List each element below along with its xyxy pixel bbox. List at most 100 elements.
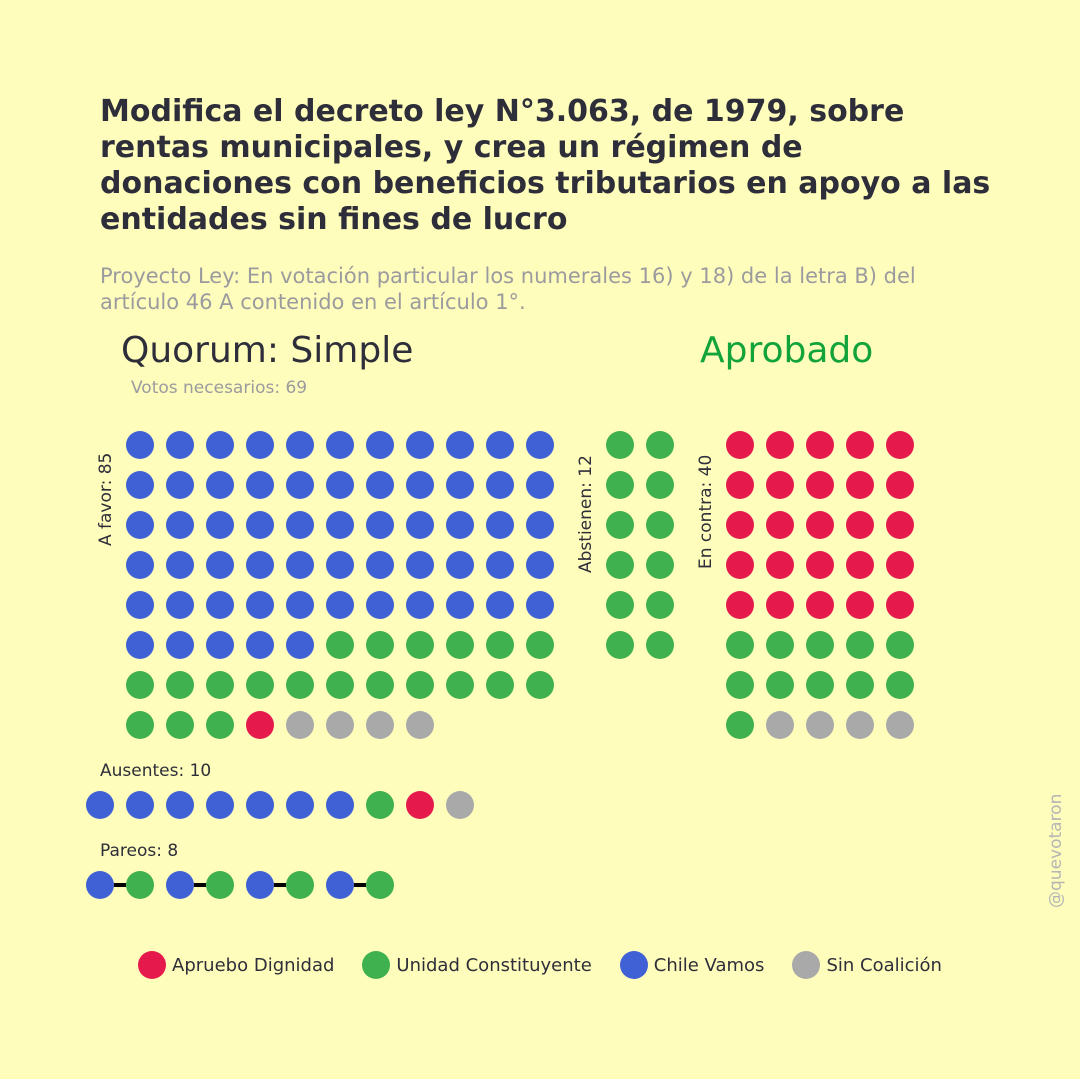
vote-dot-abstienen-unidad-constituyente [606, 511, 634, 539]
legend-item-sin-coalicion: Sin Coalición [792, 951, 942, 979]
vote-dot-en-contra-unidad-constituyente [846, 631, 874, 659]
vote-dot-ausentes-chile-vamos [286, 791, 314, 819]
legend-label: Apruebo Dignidad [172, 954, 335, 976]
vote-dot-pareo-unidad-constituyente [126, 871, 154, 899]
vote-dot-a-favor-chile-vamos [166, 591, 194, 619]
chart-subtitle: Proyecto Ley: En votación particular los… [100, 264, 916, 314]
vote-dot-a-favor-chile-vamos [406, 591, 434, 619]
vote-dot-a-favor-chile-vamos [166, 471, 194, 499]
vote-dot-a-favor-chile-vamos [526, 431, 554, 459]
vote-dot-en-contra-unidad-constituyente [886, 631, 914, 659]
vote-dot-abstienen-unidad-constituyente [606, 551, 634, 579]
pair-connector [274, 883, 286, 887]
vote-dot-a-favor-chile-vamos [406, 551, 434, 579]
vote-dot-en-contra-apruebo-dignidad [726, 431, 754, 459]
en-contra-label: En contra: 40 [696, 454, 716, 569]
vote-dot-abstienen-unidad-constituyente [646, 431, 674, 459]
legend-item-apruebo-dignidad: Apruebo Dignidad [138, 951, 334, 979]
vote-dot-en-contra-apruebo-dignidad [846, 431, 874, 459]
vote-dot-a-favor-chile-vamos [526, 551, 554, 579]
vote-dot-a-favor-sin-coalicion [326, 711, 354, 739]
vote-dot-en-contra-apruebo-dignidad [806, 431, 834, 459]
legend-item-chile-vamos: Chile Vamos [619, 951, 765, 979]
vote-dot-a-favor-chile-vamos [486, 551, 514, 579]
vote-dot-en-contra-unidad-constituyente [846, 671, 874, 699]
vote-dot-a-favor-unidad-constituyente [486, 631, 514, 659]
vote-dot-a-favor-chile-vamos [246, 591, 274, 619]
vote-dot-a-favor-chile-vamos [486, 431, 514, 459]
vote-dot-a-favor-sin-coalicion [286, 711, 314, 739]
vote-dot-abstienen-unidad-constituyente [646, 511, 674, 539]
ausentes-label: Ausentes: 10 [100, 761, 212, 781]
vote-dot-en-contra-unidad-constituyente [806, 631, 834, 659]
legend-item-unidad-constituyente: Unidad Constituyente [362, 951, 592, 979]
vote-dot-a-favor-chile-vamos [406, 431, 434, 459]
vote-dot-en-contra-apruebo-dignidad [886, 471, 914, 499]
vote-dot-a-favor-chile-vamos [166, 551, 194, 579]
vote-dot-pareo-chile-vamos [326, 871, 354, 899]
vote-dot-a-favor-chile-vamos [126, 591, 154, 619]
vote-dot-a-favor-unidad-constituyente [446, 631, 474, 659]
vote-dot-en-contra-unidad-constituyente [886, 671, 914, 699]
quorum-label: Quorum: Simple [121, 330, 414, 371]
a-favor-label: A favor: 85 [96, 452, 116, 546]
vote-dot-en-contra-apruebo-dignidad [846, 591, 874, 619]
vote-dot-a-favor-chile-vamos [486, 591, 514, 619]
vote-dot-en-contra-apruebo-dignidad [846, 471, 874, 499]
vote-dot-en-contra-apruebo-dignidad [806, 591, 834, 619]
vote-dot-a-favor-unidad-constituyente [446, 671, 474, 699]
vote-dot-en-contra-sin-coalicion [766, 711, 794, 739]
vote-dot-a-favor-unidad-constituyente [526, 671, 554, 699]
vote-dot-pareo-unidad-constituyente [366, 871, 394, 899]
vote-dot-ausentes-chile-vamos [166, 791, 194, 819]
vote-dot-en-contra-apruebo-dignidad [726, 591, 754, 619]
vote-dot-en-contra-apruebo-dignidad [886, 591, 914, 619]
vote-dot-a-favor-chile-vamos [286, 551, 314, 579]
vote-dot-a-favor-chile-vamos [446, 551, 474, 579]
vote-dot-a-favor-chile-vamos [446, 431, 474, 459]
legend-label: Chile Vamos [653, 954, 765, 976]
vote-dot-abstienen-unidad-constituyente [606, 471, 634, 499]
vote-dot-a-favor-chile-vamos [206, 631, 234, 659]
vote-dot-a-favor-chile-vamos [526, 591, 554, 619]
vote-dot-en-contra-sin-coalicion [886, 711, 914, 739]
chart-title: Modifica el decreto ley N°3.063, de 1979… [100, 94, 991, 237]
vote-dot-a-favor-unidad-constituyente [206, 711, 234, 739]
credit-handle: @quevotaron [1046, 793, 1066, 908]
vote-dot-abstienen-unidad-constituyente [646, 471, 674, 499]
vote-dot-a-favor-chile-vamos [246, 511, 274, 539]
pair-connector [114, 883, 126, 887]
vote-dot-en-contra-apruebo-dignidad [806, 511, 834, 539]
vote-dot-pareo-chile-vamos [246, 871, 274, 899]
vote-dot-a-favor-chile-vamos [126, 511, 154, 539]
vote-dot-en-contra-sin-coalicion [806, 711, 834, 739]
vote-dot-ausentes-apruebo-dignidad [406, 791, 434, 819]
vote-dot-abstienen-unidad-constituyente [646, 631, 674, 659]
vote-dot-ausentes-chile-vamos [126, 791, 154, 819]
vote-dot-en-contra-apruebo-dignidad [886, 431, 914, 459]
vote-dot-a-favor-unidad-constituyente [526, 631, 554, 659]
pair-connector [194, 883, 206, 887]
vote-dot-abstienen-unidad-constituyente [606, 591, 634, 619]
vote-dot-a-favor-chile-vamos [166, 511, 194, 539]
vote-dot-en-contra-apruebo-dignidad [726, 551, 754, 579]
vote-dot-a-favor-chile-vamos [206, 431, 234, 459]
vote-dot-a-favor-unidad-constituyente [166, 671, 194, 699]
vote-dot-a-favor-chile-vamos [486, 471, 514, 499]
vote-dot-a-favor-unidad-constituyente [246, 671, 274, 699]
vote-dot-a-favor-chile-vamos [246, 551, 274, 579]
vote-dot-a-favor-chile-vamos [166, 431, 194, 459]
vote-dot-a-favor-chile-vamos [126, 631, 154, 659]
vote-dot-a-favor-chile-vamos [406, 511, 434, 539]
vote-dot-en-contra-apruebo-dignidad [766, 551, 794, 579]
legend-swatch-sin-coalicion [792, 951, 821, 979]
vote-dot-en-contra-unidad-constituyente [726, 631, 754, 659]
vote-dot-a-favor-chile-vamos [406, 471, 434, 499]
vote-dot-en-contra-unidad-constituyente [766, 671, 794, 699]
vote-dot-en-contra-apruebo-dignidad [726, 471, 754, 499]
vote-dot-a-favor-unidad-constituyente [486, 671, 514, 699]
abstienen-label: Abstienen: 12 [576, 455, 596, 573]
vote-dot-a-favor-sin-coalicion [366, 711, 394, 739]
vote-dot-a-favor-chile-vamos [166, 631, 194, 659]
vote-dot-a-favor-chile-vamos [326, 431, 354, 459]
